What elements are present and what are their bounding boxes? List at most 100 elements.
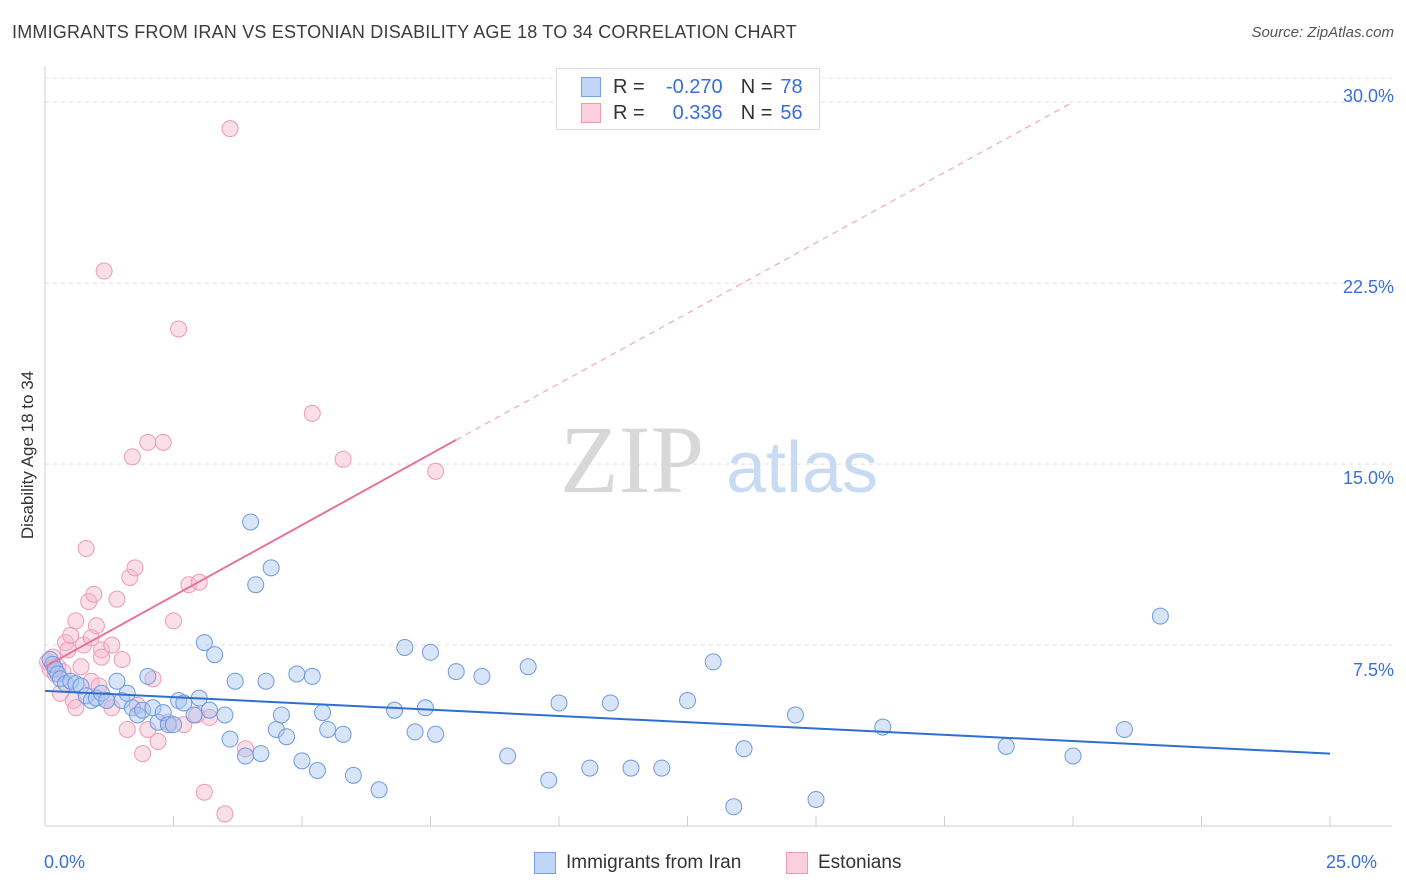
estonians-point (170, 320, 188, 338)
series-legend: Immigrants from Iran Estonians (0, 850, 1406, 878)
y-tick-label-15: 15.0% (1342, 468, 1394, 488)
iran-point (272, 706, 290, 724)
iran-point (226, 672, 244, 690)
estonians-point (216, 805, 234, 823)
x-tick-label-max: 25.0% (1326, 852, 1378, 872)
legend-row-estonians: R = 0.336 N = 56 (581, 101, 803, 125)
source-label: Source: ZipAtlas.com (1251, 24, 1394, 41)
iran-point (221, 730, 239, 748)
r-label: R = (613, 75, 645, 98)
iran-point (118, 684, 136, 702)
iran-point (427, 725, 445, 743)
iran-point (725, 798, 743, 816)
iran-point (257, 672, 275, 690)
iran-point (288, 665, 306, 683)
grid-lines (45, 77, 1392, 646)
iran-point (540, 771, 558, 789)
estonians-point (85, 585, 103, 603)
chart-title: IMMIGRANTS FROM IRAN VS ESTONIAN DISABIL… (12, 22, 797, 42)
iran-point (1151, 607, 1169, 625)
iran-point (159, 716, 177, 734)
iran-point (416, 699, 434, 717)
estonians-point (121, 568, 139, 586)
estonians-point (123, 448, 141, 466)
iran-point (278, 728, 296, 746)
iran-point (262, 559, 280, 577)
iran-point (1064, 747, 1082, 765)
iran-point (314, 704, 332, 722)
iran-point (247, 576, 265, 594)
estonians-trend-line (44, 439, 457, 668)
iran-point (252, 745, 270, 763)
legend-item-iran[interactable]: Immigrants from Iran (534, 852, 741, 874)
iran-point (679, 692, 696, 710)
iran-point (195, 634, 213, 652)
iran-point (581, 759, 599, 777)
n-label: N = (740, 75, 773, 98)
iran-point (293, 752, 311, 770)
estonians-point (154, 433, 172, 451)
estonians-point (334, 450, 352, 468)
iran-point (303, 667, 321, 685)
estonians-point (103, 636, 121, 654)
iran-point (447, 663, 465, 681)
estonians-points (39, 120, 445, 823)
estonians-point (303, 404, 321, 422)
iran-point (499, 747, 517, 765)
iran-point (72, 677, 90, 695)
iran-points (41, 513, 1169, 816)
y-tick-label-22-5: 22.5% (1342, 277, 1394, 297)
iran-point (98, 692, 116, 710)
iran-point (334, 725, 352, 743)
iran-point (370, 781, 388, 799)
legend-item-estonians[interactable]: Estonians (786, 852, 901, 874)
axes (44, 66, 1392, 827)
iran-point (422, 643, 439, 661)
iran-point (786, 706, 804, 724)
estonians-trend-extension (455, 101, 1074, 441)
iran-point (735, 740, 753, 758)
estonians-point (118, 720, 136, 738)
estonians-point (149, 733, 167, 751)
iran-legend-swatch (534, 852, 556, 874)
estonians-point (93, 641, 111, 659)
estonians-swatch (581, 103, 601, 123)
iran-point (185, 706, 203, 724)
estonians-point (95, 262, 113, 280)
iran-point (319, 720, 337, 738)
iran-point (997, 737, 1015, 755)
iran-point (139, 667, 157, 685)
watermark-atlas: atlas (726, 428, 878, 508)
r-value: 0.336 (672, 101, 723, 124)
iran-point (396, 638, 414, 656)
estonians-point (93, 648, 111, 666)
estonians-point (72, 658, 90, 676)
iran-point (406, 723, 424, 741)
iran-trend-line (44, 689, 1331, 755)
iran-point (134, 701, 152, 719)
iran-point (108, 672, 126, 690)
estonians-point (77, 540, 95, 558)
r-label: R = (613, 101, 645, 124)
iran-point (242, 513, 260, 531)
n-value: 56 (780, 101, 803, 124)
iran-legend-label: Immigrants from Iran (566, 852, 742, 873)
y-axis-title: Disability Age 18 to 34 (18, 370, 37, 540)
estonians-legend-label: Estonians (818, 852, 902, 873)
iran-point (344, 766, 362, 784)
iran-point (206, 646, 224, 664)
estonians-point (67, 699, 85, 717)
estonians-point (165, 612, 182, 630)
legend-row-iran: R = -0.270 N = 78 (581, 75, 803, 99)
correlation-legend: R = -0.270 N = 78 R = 0.336 N = 56 (556, 68, 820, 130)
iran-point (308, 762, 326, 780)
r-value: -0.270 (665, 75, 723, 98)
iran-point (129, 706, 147, 724)
estonians-point (51, 684, 69, 702)
iran-point (653, 759, 671, 777)
iran-point (622, 759, 640, 777)
iran-point (550, 694, 568, 712)
estonians-legend-swatch (786, 852, 808, 874)
estonians-point (67, 612, 85, 630)
